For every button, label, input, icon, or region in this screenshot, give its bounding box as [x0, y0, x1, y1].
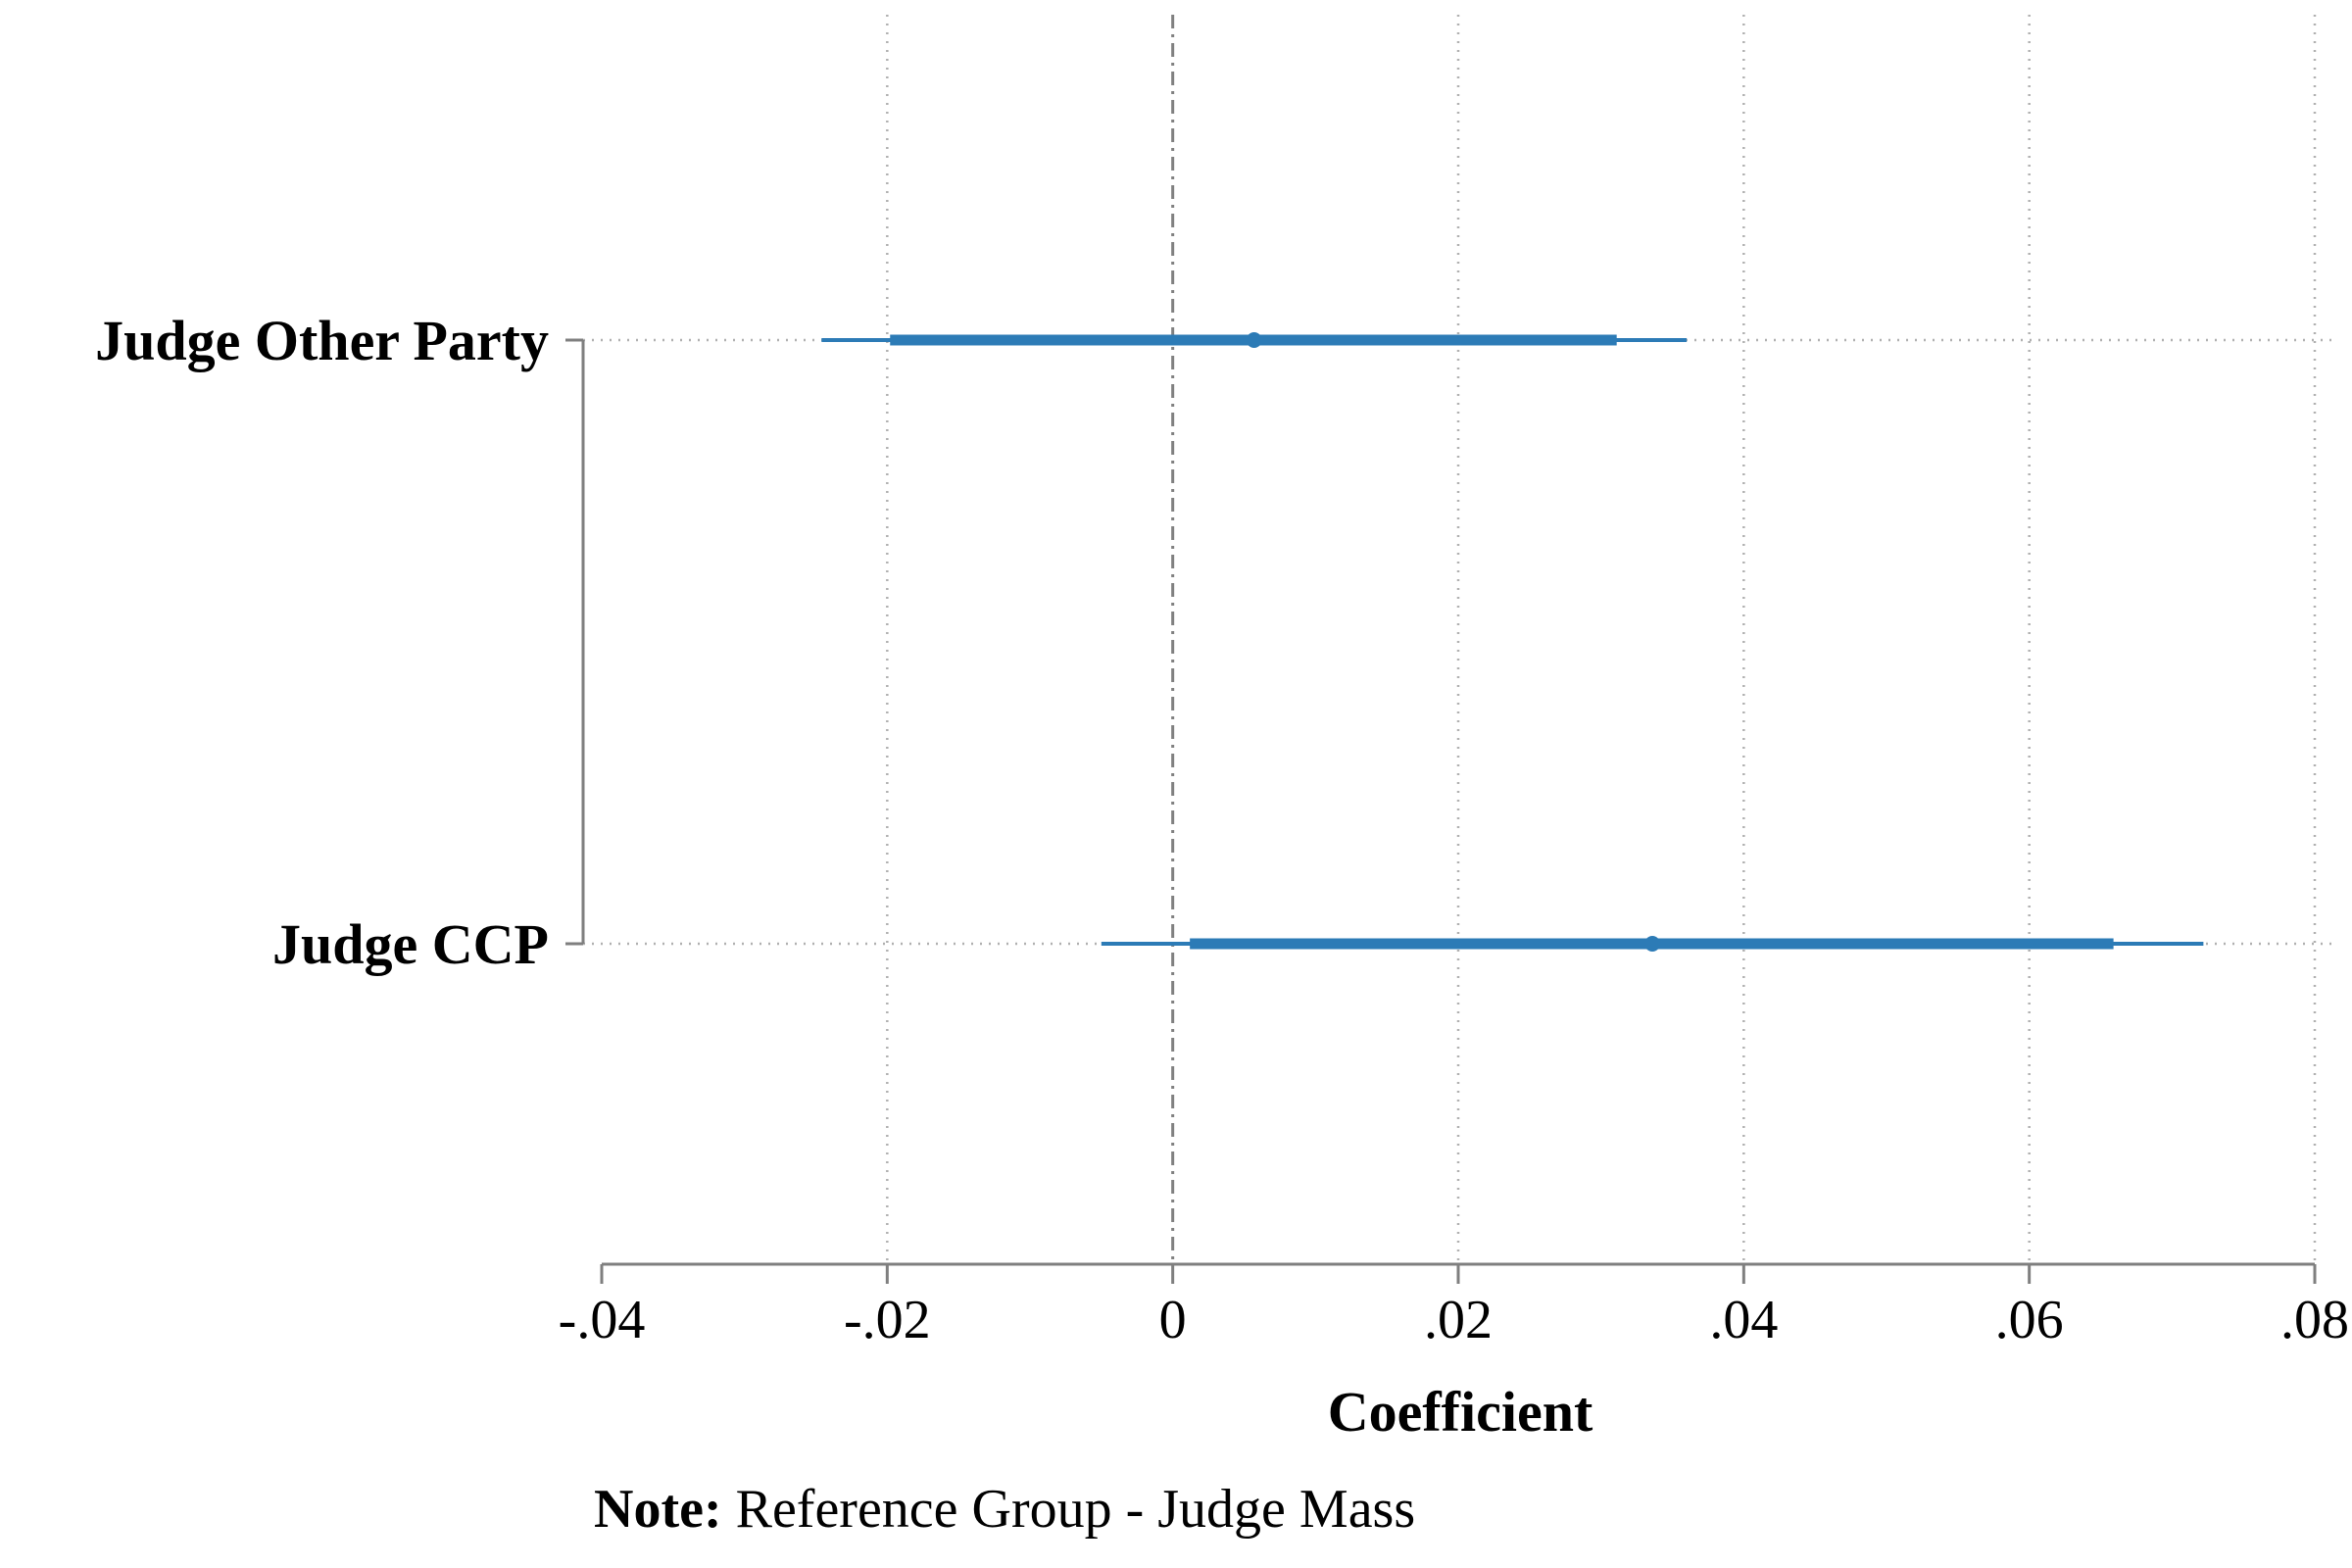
coefficient-marks	[821, 332, 2204, 952]
gridlines	[583, 15, 2334, 1264]
x-axis-title: Coefficient	[1328, 1380, 1593, 1444]
x-tick-label: 0	[1159, 1290, 1187, 1350]
x-tick-label: .02	[1424, 1290, 1493, 1350]
chart-note: Note: Reference Group - Judge Mass	[594, 1479, 1415, 1540]
x-tick-label: .04	[1709, 1290, 1778, 1350]
note-label: Note:	[594, 1479, 722, 1540]
x-tick-label: .06	[1995, 1290, 2064, 1350]
x-tick-label: -.04	[559, 1290, 646, 1350]
y-category-label: Judge Other Party	[95, 309, 549, 372]
x-tick-label: .08	[2280, 1290, 2349, 1350]
x-tick-label: -.02	[844, 1290, 931, 1350]
point-estimate	[1644, 936, 1661, 952]
labels: -.04 -.02 0 .02 .04 .06 .08 Judge Other Party Ju…	[95, 309, 2349, 1350]
note-text: Reference Group - Judge Mass	[722, 1479, 1416, 1540]
point-estimate	[1246, 332, 1262, 348]
y-category-label: Judge CCP	[272, 912, 549, 976]
axes	[565, 338, 2317, 1284]
